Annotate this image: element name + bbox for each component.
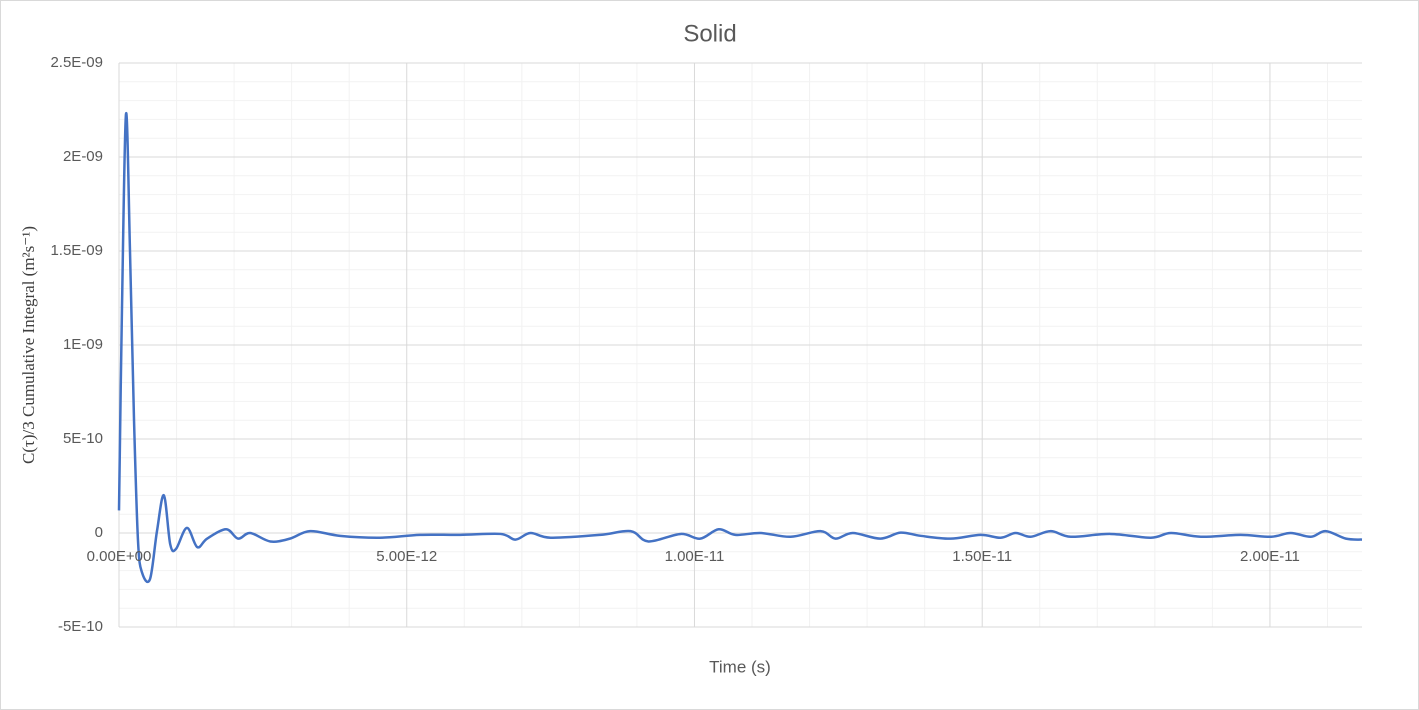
x-tick-label: 1.00E-11	[665, 548, 725, 565]
y-tick-label: 2.5E-09	[50, 54, 103, 71]
grid	[118, 62, 1362, 628]
y-tick-label: 0	[95, 524, 103, 541]
line-series	[117, 112, 1363, 584]
y-axis-label: C(τ)/3 Cumulative Integral (m²s⁻¹)	[19, 226, 38, 464]
y-tick-label: 1.5E-09	[50, 242, 103, 259]
x-tick-label: 0.00E+00	[87, 548, 152, 565]
chart-title: Solid	[683, 20, 736, 47]
y-tick-label: 5E-10	[63, 430, 103, 447]
x-axis-label: Time (s)	[709, 657, 771, 676]
plot	[117, 112, 1363, 584]
x-tick-label: 1.50E-11	[952, 548, 1012, 565]
y-tick-label: -5E-10	[58, 618, 103, 635]
y-tick-label: 2E-09	[63, 148, 103, 165]
x-tick-label: 2.00E-11	[1240, 548, 1300, 565]
y-tick-label: 1E-09	[63, 336, 103, 353]
x-tick-label: 5.00E-12	[376, 548, 437, 565]
